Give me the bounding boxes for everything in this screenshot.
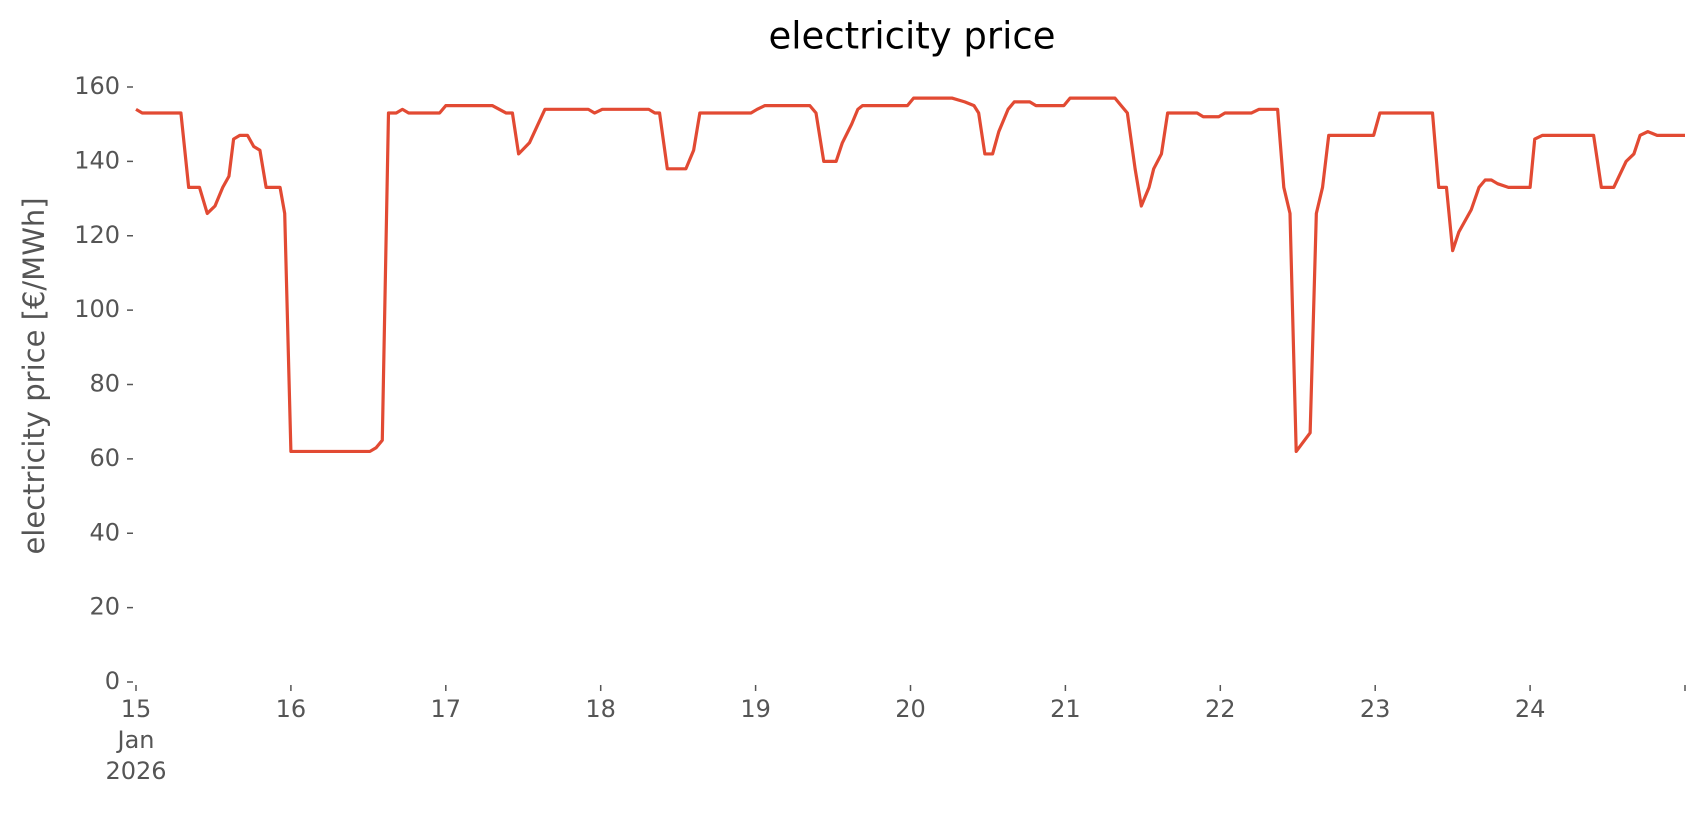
y-tick-label: 20 [89, 593, 120, 621]
y-axis-label: electricity price [€/MWh] [17, 197, 51, 554]
y-tick-label: 120 [74, 221, 120, 249]
price-line [135, 96, 1685, 454]
y-tick-label: 100 [74, 295, 120, 323]
y-tick-label: 80 [89, 370, 120, 398]
x-tick-label: 15 Jan 2026 [105, 695, 167, 785]
y-tick-label: 0 [105, 667, 120, 695]
y-tick-label: 160 [74, 72, 120, 100]
x-tick-label: 16 [275, 695, 307, 723]
x-tick-label: 22 [1205, 695, 1236, 723]
y-tick-label: 40 [89, 518, 120, 546]
x-tick-label: 20 [895, 695, 926, 723]
y-tick-label: 60 [89, 444, 120, 472]
x-tick-label: 24 [1514, 695, 1546, 723]
x-tick-label: 19 [740, 695, 771, 723]
x-tick-label: 17 [430, 695, 462, 723]
x-tick-label: 23 [1359, 695, 1391, 723]
y-tick-label: 140 [74, 146, 120, 174]
chart-title: electricity price [768, 15, 1055, 58]
x-tick-label: 21 [1050, 695, 1081, 723]
x-tick-label: 18 [585, 695, 616, 723]
